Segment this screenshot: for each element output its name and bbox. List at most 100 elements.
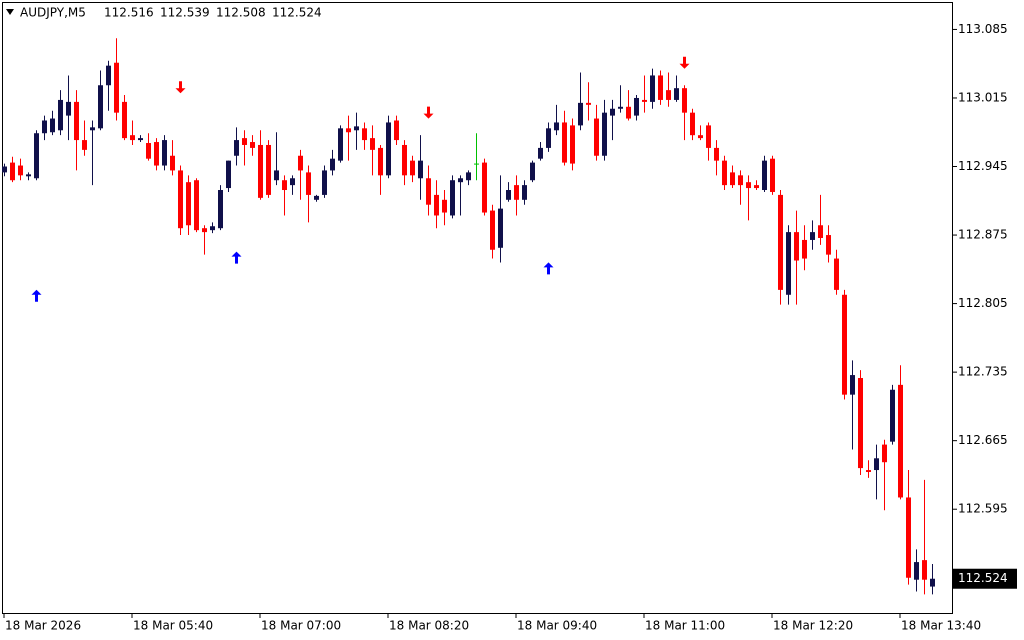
candle-body [602, 112, 607, 156]
candle-body [746, 182, 751, 189]
price-box [953, 568, 1017, 589]
candle-body [58, 99, 63, 131]
candle-body [754, 185, 759, 189]
candle-body [258, 144, 263, 198]
y-tick-label: 112.665 [958, 433, 1008, 447]
candle-body [250, 142, 255, 148]
candle-body [850, 375, 855, 395]
candle-body [442, 199, 447, 213]
x-tick-label: 18 Mar 11:00 [645, 619, 725, 633]
candle-body [618, 106, 623, 109]
candle-body [170, 155, 175, 171]
candle-body [34, 133, 39, 179]
candle-body [778, 194, 783, 290]
candle-body [714, 147, 719, 161]
candle-body [330, 158, 335, 171]
x-tick-label: 18 Mar 05:40 [133, 619, 213, 633]
candle-body [450, 180, 455, 216]
buy-arrow [31, 289, 42, 302]
candle-body [202, 228, 207, 233]
x-tick-label: 18 Mar 08:20 [389, 619, 469, 633]
candle-body [890, 389, 895, 442]
candle-body [242, 138, 247, 145]
candle-body [298, 155, 303, 171]
candle-body [386, 122, 391, 176]
candle-body [314, 195, 319, 200]
header-open: 112.516 [104, 6, 154, 20]
candle-body [290, 178, 295, 186]
buy-arrow [543, 262, 554, 275]
y-tick-label: 113.015 [958, 90, 1008, 104]
candle-body [498, 208, 503, 248]
buy-arrow [231, 251, 242, 264]
candle-body [10, 162, 15, 181]
candle-body [786, 232, 791, 295]
candle-body [834, 258, 839, 290]
sell-arrow [175, 81, 186, 94]
candle-body [394, 120, 399, 141]
header-high: 112.539 [160, 6, 210, 20]
chart-title: AUDJPY,M5 [20, 6, 86, 20]
y-tick-label: 112.595 [958, 502, 1008, 516]
x-tick-label: 18 Mar 09:40 [517, 619, 597, 633]
candle-body [474, 163, 479, 165]
candle-body [354, 126, 359, 131]
y-tick-label: 113.085 [958, 22, 1008, 36]
candle-body [690, 112, 695, 136]
candle-body [154, 142, 159, 166]
candle-body [594, 118, 599, 156]
candle-body [570, 125, 575, 164]
candle-body [642, 99, 647, 102]
candle-body [530, 162, 535, 181]
candle-body [522, 185, 527, 200]
candle-body [826, 235, 831, 255]
candle-body [418, 160, 423, 179]
candle-body [874, 458, 879, 471]
x-tick-label: 18 Mar 12:20 [773, 619, 853, 633]
sell-arrow [423, 106, 434, 119]
candle-body [426, 178, 431, 205]
candle-body [762, 160, 767, 191]
x-tick-label: 18 Mar 2026 [5, 619, 81, 633]
candle-body [722, 160, 727, 186]
candle-body [914, 562, 919, 580]
candle-body [634, 97, 639, 116]
candle-body [514, 185, 519, 200]
candle-body [818, 225, 823, 238]
candle-body [98, 85, 103, 129]
candle-body [266, 144, 271, 195]
sell-arrow [679, 56, 690, 69]
candle-body [858, 378, 863, 469]
y-tick-label: 112.875 [958, 228, 1008, 242]
candle-body [122, 101, 127, 139]
candle-body [482, 162, 487, 213]
candle-body [234, 140, 239, 156]
candle-body [186, 182, 191, 226]
candle-body [274, 170, 279, 181]
candle-body [706, 125, 711, 148]
candle-body [922, 560, 927, 580]
candle-body [650, 75, 655, 102]
candle-body [322, 170, 327, 195]
candle-body [402, 144, 407, 176]
candle-body [130, 135, 135, 141]
candle-body [458, 178, 463, 183]
candle-body [682, 88, 687, 113]
header-close: 112.524 [272, 6, 322, 20]
candle-body [114, 62, 119, 113]
candle-body [82, 140, 87, 150]
candle-body [362, 128, 367, 141]
candle-body [546, 128, 551, 148]
candle-body [882, 444, 887, 463]
candle-body [66, 101, 71, 116]
candle-body [610, 108, 615, 116]
candle-body [658, 75, 663, 100]
candle-body [698, 135, 703, 139]
candle-body [906, 497, 911, 578]
candle-body [626, 106, 631, 119]
candle-body [554, 122, 559, 131]
y-tick-label: 112.805 [958, 296, 1008, 310]
candle-body [178, 170, 183, 229]
